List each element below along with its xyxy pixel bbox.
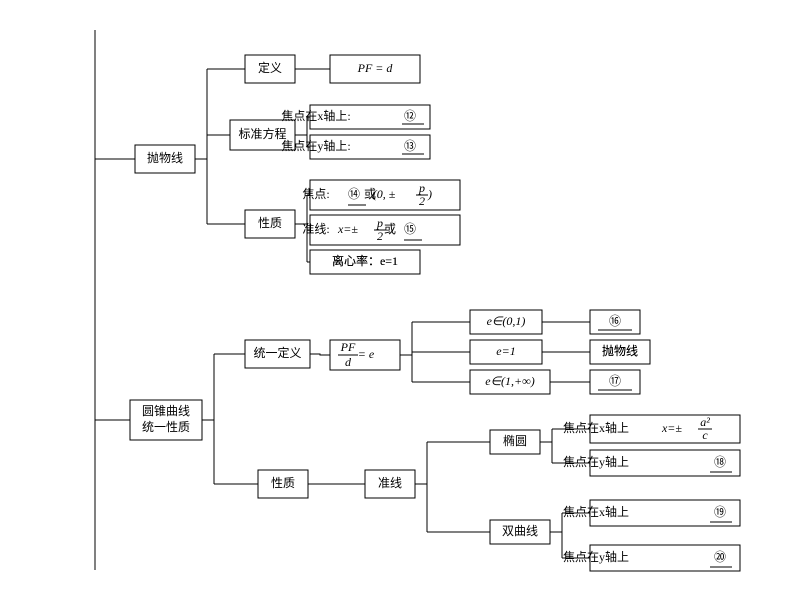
- svg-text:标准方程: 标准方程: [238, 126, 286, 141]
- svg-text:焦点在y轴上:: 焦点在y轴上:: [281, 138, 350, 153]
- svg-text:圆锥曲线: 圆锥曲线: [142, 404, 190, 418]
- svg-text:焦点在y轴上: 焦点在y轴上: [563, 549, 629, 564]
- svg-text:p: p: [376, 216, 383, 230]
- svg-text:2: 2: [419, 194, 425, 208]
- svg-text:⑰: ⑰: [609, 374, 621, 388]
- svg-text:e=1: e=1: [496, 344, 515, 358]
- svg-text:⑯: ⑯: [609, 314, 621, 328]
- svg-text:双曲线: 双曲线: [502, 524, 538, 538]
- svg-text:统一定义: 统一定义: [253, 345, 301, 360]
- svg-text:⑫: ⑫: [404, 109, 416, 123]
- svg-text:焦点:: 焦点:: [302, 187, 329, 201]
- svg-text:焦点在x轴上: 焦点在x轴上: [563, 504, 629, 519]
- svg-text:定义: 定义: [258, 60, 282, 75]
- svg-text:焦点在x轴上: 焦点在x轴上: [563, 420, 629, 435]
- svg-text:⑬: ⑬: [404, 139, 416, 153]
- svg-text:焦点在x轴上:: 焦点在x轴上:: [281, 108, 350, 123]
- svg-text:⑮: ⑮: [404, 222, 416, 236]
- svg-text:⑭: ⑭: [348, 187, 360, 201]
- svg-text:或: 或: [384, 222, 396, 236]
- svg-text:离心率：e=1: 离心率：e=1: [332, 253, 398, 268]
- svg-text:2: 2: [377, 229, 383, 243]
- svg-text:性质: 性质: [258, 216, 282, 230]
- svg-text:准线: 准线: [378, 476, 402, 490]
- svg-text:x=±: x=±: [337, 222, 358, 236]
- svg-text:性质: 性质: [271, 476, 295, 490]
- svg-text:PF = d: PF = d: [357, 61, 394, 75]
- svg-text:焦点在y轴上: 焦点在y轴上: [563, 454, 629, 469]
- svg-text:抛物线: 抛物线: [147, 150, 183, 165]
- svg-text:e∈(0,1): e∈(0,1): [487, 314, 526, 328]
- svg-text:x=±: x=±: [661, 421, 682, 435]
- svg-text:= e: = e: [358, 347, 375, 361]
- svg-text:⑳: ⑳: [714, 550, 726, 564]
- svg-text:e∈(1,+∞): e∈(1,+∞): [485, 374, 534, 388]
- svg-text:(0, ±: (0, ±: [373, 187, 396, 201]
- svg-text:p: p: [418, 181, 425, 195]
- svg-text:⑱: ⑱: [714, 455, 726, 469]
- svg-text:d: d: [345, 355, 352, 369]
- svg-text:): ): [427, 187, 432, 201]
- svg-text:PF: PF: [340, 340, 356, 354]
- svg-text:c: c: [702, 428, 708, 442]
- svg-text:a²: a²: [700, 415, 710, 429]
- svg-text:⑲: ⑲: [714, 505, 726, 519]
- svg-text:椭圆: 椭圆: [503, 433, 527, 448]
- svg-text:统一性质: 统一性质: [142, 420, 190, 434]
- svg-text:抛物线: 抛物线: [602, 343, 638, 358]
